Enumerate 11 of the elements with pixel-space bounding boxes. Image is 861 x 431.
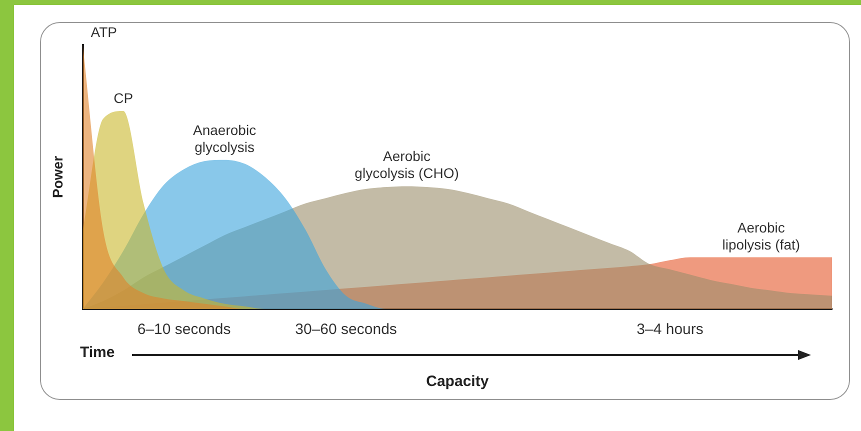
y-axis-title: Power [49, 155, 66, 198]
x-tick-label: 6–10 seconds [137, 321, 231, 338]
text: Time [80, 344, 115, 361]
x-axis-title: Capacity [426, 373, 490, 390]
series-label: Aerobic glycolysis (CHO) [354, 148, 459, 182]
series-label: CP [114, 90, 134, 106]
series-label: Anaerobic glycolysis [193, 122, 256, 155]
x-tick-label: 30–60 seconds [295, 321, 397, 338]
series-label: Aerobic lipolysis (fat) [722, 219, 800, 252]
series-label: ATP [90, 24, 117, 40]
x-tick-label: 3–4 hours [636, 321, 704, 338]
